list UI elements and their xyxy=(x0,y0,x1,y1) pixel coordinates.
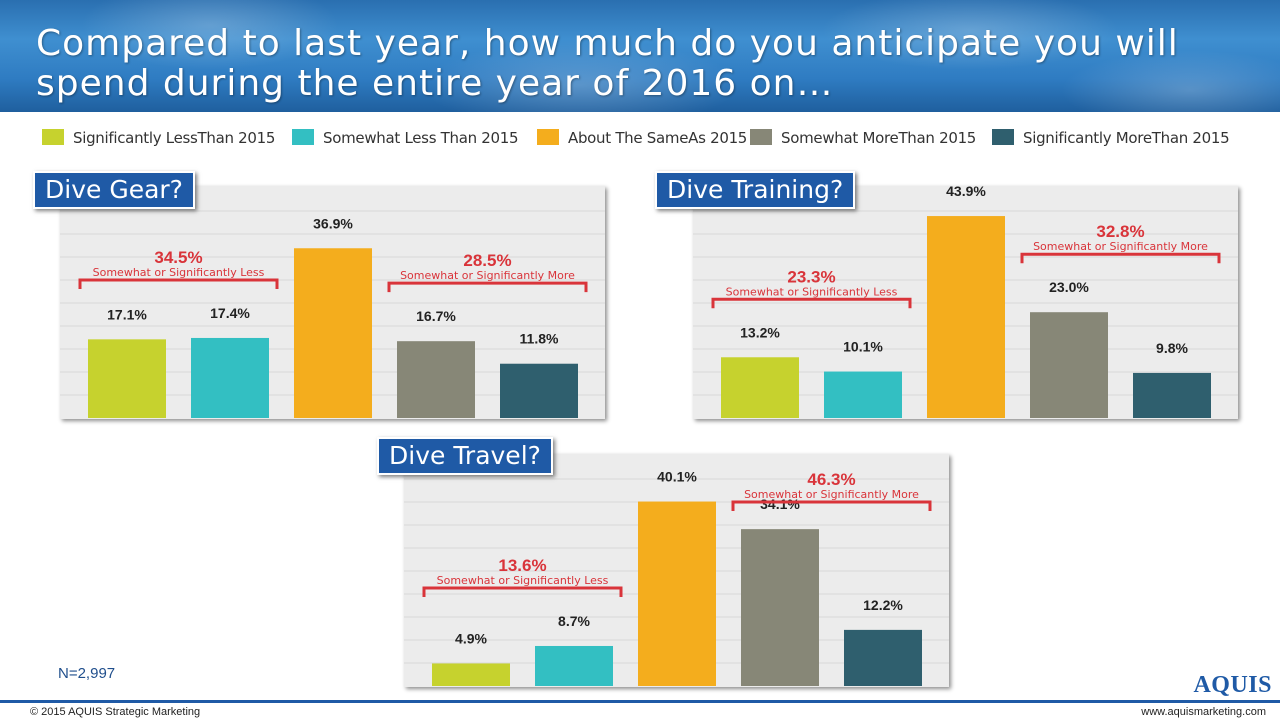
chart-panel-dive-training: 13.2% 10.1% 43.9% 23.0% 9.8% Somewhat or Sign… xyxy=(693,186,1238,419)
company-logo: AQUIS xyxy=(1193,672,1272,698)
data-label: 17.1% xyxy=(107,306,147,322)
annotation-value: 34.5% xyxy=(154,248,202,267)
legend-label: Somewhat MoreThan 2015 xyxy=(781,129,977,147)
annotation-bracket xyxy=(731,500,932,511)
data-label: 36.9% xyxy=(313,215,353,231)
chart-panel-dive-gear: 17.1% 17.4% 36.9% 16.7% 11.8% Somewhat or Sig… xyxy=(60,186,605,419)
data-label: 43.9% xyxy=(946,186,986,199)
annotation-text: Somewhat or Significantly Less xyxy=(437,574,609,587)
legend-label: Significantly LessThan 2015 xyxy=(73,129,276,147)
annotation-bracket xyxy=(387,281,588,293)
annotation-text: Somewhat or Significantly Less xyxy=(726,285,898,298)
chart-title-dive-travel: Dive Travel? xyxy=(377,437,553,475)
footer-copyright: © 2015 AQUIS Strategic Marketing xyxy=(30,706,201,718)
bar xyxy=(824,371,902,418)
bar xyxy=(500,363,578,418)
chart-dive-travel: 4.9% 8.7% 40.1% 34.1% 12.2% Somewhat or Signi… xyxy=(404,469,949,686)
legend-swatch xyxy=(992,129,1014,145)
annotation-text: Somewhat or Significantly More xyxy=(744,488,919,501)
data-label: 11.8% xyxy=(520,331,559,347)
bar xyxy=(1030,312,1108,418)
legend: Significantly LessThan 2015 Somewhat Les… xyxy=(42,128,1242,148)
title-banner: Compared to last year, how much do you a… xyxy=(0,0,1280,112)
bar xyxy=(638,501,716,686)
chart-dive-gear: 17.1% 17.4% 36.9% 16.7% 11.8% Somewhat or Sig… xyxy=(60,210,605,418)
annotation-bracket xyxy=(78,278,279,289)
data-label: 9.8% xyxy=(1156,340,1188,356)
data-label: 16.7% xyxy=(416,308,456,324)
annotation-bracket xyxy=(422,586,623,597)
data-label: 4.9% xyxy=(455,630,487,646)
data-label: 8.7% xyxy=(558,613,590,629)
legend-label: About The SameAs 2015 xyxy=(568,129,748,147)
annotation-bracket xyxy=(1020,252,1221,264)
bar xyxy=(397,341,475,418)
chart-title-dive-gear: Dive Gear? xyxy=(33,171,195,209)
chart-title-dive-training: Dive Training? xyxy=(655,171,856,209)
data-label: 10.1% xyxy=(843,339,883,355)
annotation-bracket xyxy=(711,297,912,309)
slide-title: Compared to last year, how much do you a… xyxy=(36,23,1179,104)
bar xyxy=(927,216,1005,418)
annotation-value: 28.5% xyxy=(463,251,511,270)
bar xyxy=(721,357,799,418)
annotation-value: 32.8% xyxy=(1096,222,1144,241)
bar xyxy=(294,248,372,418)
data-label: 17.4% xyxy=(210,305,250,321)
data-label: 34.1% xyxy=(760,496,800,512)
legend-swatch xyxy=(42,129,64,145)
bar xyxy=(844,629,922,686)
legend-swatch xyxy=(750,129,772,145)
annotation-value: 13.6% xyxy=(498,556,546,575)
legend-swatch xyxy=(537,129,559,145)
bar xyxy=(1133,372,1211,418)
chart-dive-training: 13.2% 10.1% 43.9% 23.0% 9.8% Somewhat or Sign… xyxy=(693,186,1238,418)
legend-label: Significantly MoreThan 2015 xyxy=(1023,129,1230,147)
legend-swatch xyxy=(292,129,314,145)
annotation-text: Somewhat or Significantly More xyxy=(1033,240,1208,253)
annotation-text: Somewhat or Significantly More xyxy=(400,269,575,282)
bar xyxy=(88,339,166,418)
annotation-value: 46.3% xyxy=(807,470,855,489)
sample-size: N=2,997 xyxy=(58,665,116,682)
legend-label: Somewhat Less Than 2015 xyxy=(323,129,519,147)
bar xyxy=(432,663,510,686)
data-label: 13.2% xyxy=(740,324,780,340)
footer-website: www.aquismarketing.com xyxy=(1141,706,1266,718)
bar xyxy=(535,645,613,686)
annotation-text: Somewhat or Significantly Less xyxy=(93,266,265,279)
bar xyxy=(741,529,819,686)
footer-divider xyxy=(0,700,1280,703)
annotation-value: 23.3% xyxy=(787,267,835,286)
data-label: 12.2% xyxy=(863,597,903,613)
data-label: 23.0% xyxy=(1049,279,1089,295)
bar xyxy=(191,337,269,418)
data-label: 40.1% xyxy=(657,469,697,485)
chart-panel-dive-travel: 4.9% 8.7% 40.1% 34.1% 12.2% Somewhat or Signi… xyxy=(404,454,949,687)
